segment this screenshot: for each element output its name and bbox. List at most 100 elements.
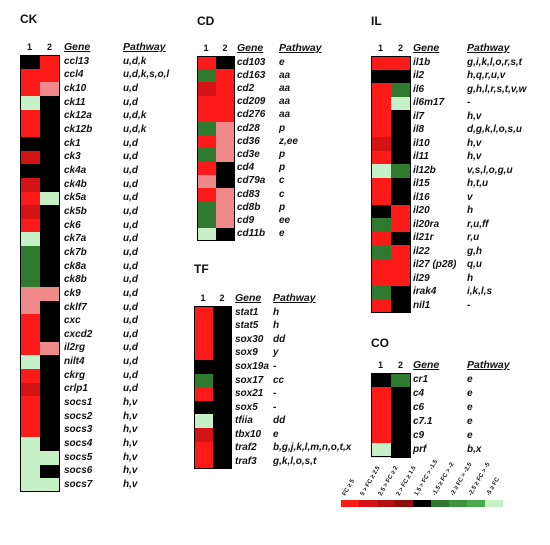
co-gene-header: Gene [413,359,440,371]
il-cell [371,69,391,84]
ck-cell [40,478,60,493]
ck-cell [40,246,60,261]
legend-swatch [341,500,359,507]
il-cell [371,96,391,111]
ck-cell [20,218,40,233]
cd-cell [197,122,216,136]
cd-cell [197,148,216,163]
il-cell [371,83,391,97]
co-pathway-label: e [467,402,473,413]
cd-cell [197,201,216,215]
tf-cell [213,319,232,334]
il-gene-label: il11 [413,151,429,163]
ck-cell [40,123,60,138]
tf-cell [194,400,213,415]
co-cell [391,373,411,388]
tf-gene-label: sox19a [235,360,269,372]
ck-cell [20,82,40,97]
ck-pathway-label: u,d [123,233,138,245]
ck-cell [40,232,60,247]
il-pathway-label: - [467,299,471,311]
ck-cell [40,68,60,83]
cd-gene-label: cd36 [237,135,260,147]
cd-cell [216,108,235,123]
cd-pathway-label: aa [279,83,291,94]
ck-cell [20,368,40,384]
ck-gene-label: ck7b [64,246,87,258]
tf-cell [213,306,232,321]
ck-gene-label: socs7 [64,478,93,490]
ck-cell [40,464,60,479]
ck-cell [20,273,40,288]
il-cell [391,191,411,205]
ck-gene-label: socs6 [64,465,93,477]
ck-cell [40,450,60,465]
ck-pathway-label: u,d [123,83,138,95]
ck-pathway-label: u,d [123,165,138,177]
co-cell [391,401,411,416]
il-cell [371,164,391,178]
tf-cell [194,387,213,402]
co-pathway-label: e [467,430,473,441]
tf-cell [213,373,232,388]
ck-gene-label: ck7a [64,233,87,245]
cd-cell [216,161,235,176]
il-pathway-label: - [467,97,471,109]
tf-cell [194,441,213,456]
ck-gene-label: socs3 [64,424,93,436]
ck-pathway-label: u,d [123,274,138,286]
ck-gene-label: ck10 [64,83,87,95]
ck-gene-label: cxc [64,315,81,327]
cd-pathway-label: e [279,228,285,240]
ck-cell [20,437,40,452]
ck-cell [40,314,60,329]
co-gene-label: prf [413,444,427,455]
cd-cell [216,148,235,163]
cd-cell [197,69,216,83]
cd-gene-label: cd11b [237,228,266,240]
il-pathway-label: q,u [467,259,482,271]
tf-gene-label: traf3 [235,455,257,467]
ck-cell [20,136,40,152]
tf-cell [213,360,232,375]
cd-cell [197,56,216,70]
ck-gene-label: socs5 [64,451,93,463]
ck-cell [20,314,40,329]
il-cell [371,56,391,70]
tf-cell [194,346,213,361]
tf-gene-header: Gene [235,292,262,304]
ck-cell [20,232,40,247]
ck-pathway-label: u,d,k [123,110,147,122]
ck-cell [40,218,60,233]
ck-pathway-label: u,d [123,151,138,163]
il-gene-label: nil1 [413,299,431,311]
ck-cell [20,95,40,111]
tf-cell [213,333,232,348]
tf-cell [213,346,232,361]
cd-gene-label: cd209 [237,96,266,108]
cd-cell [216,214,235,229]
tf-cell [194,455,213,470]
ck-pathway-label: u,d [123,356,138,368]
ck-cell [40,437,60,452]
cd-cell [197,108,216,123]
ck-pathway-label: h,v [123,424,138,436]
tf-cell [213,400,232,415]
tf-gene-label: traf2 [235,442,257,454]
cd-cell [216,174,235,189]
ck-cell [40,396,60,411]
il-pathway-label: h [467,205,474,217]
ck-pathway-label: u,d,k,s,o,l [123,69,170,81]
co-cell [371,415,391,430]
ck-pathway-label: u,d [123,192,138,204]
cd-pathway-label: p [279,201,286,213]
tf-cell [213,441,232,456]
tf-cell [194,427,213,442]
legend-swatch [467,500,485,507]
legend-label: FC ≥ 5 [341,478,356,497]
il-cell [391,258,411,273]
ck-cell [20,191,40,206]
ck-cell [20,246,40,261]
ck-col2-label: 2 [47,42,53,52]
tf-gene-label: sox21 [235,388,264,400]
